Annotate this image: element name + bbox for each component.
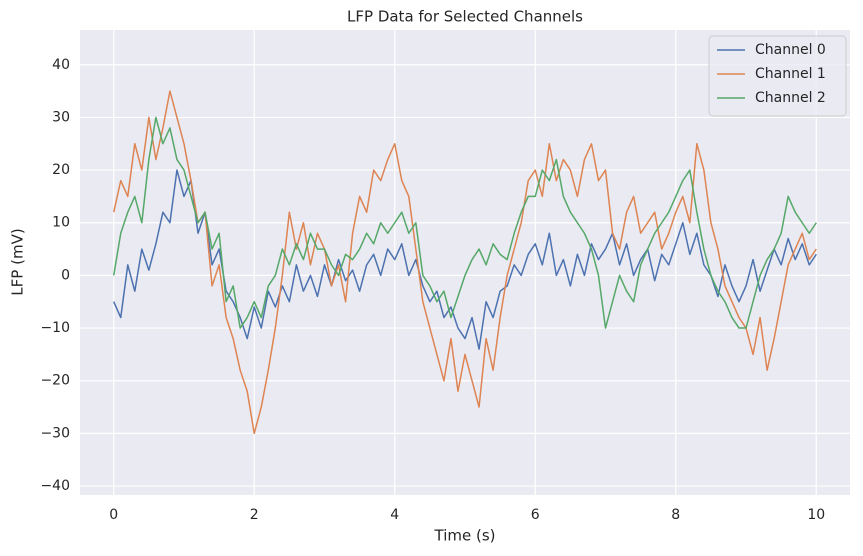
x-tick-label: 2 <box>250 507 259 523</box>
y-axis-label: LFP (mV) <box>9 228 27 295</box>
y-tick-label: −10 <box>40 320 70 336</box>
lines <box>112 90 817 435</box>
y-tick-label: 40 <box>52 57 70 73</box>
legend-label: Channel 1 <box>755 66 826 82</box>
legend: Channel 0 Channel 1 Channel 2 <box>708 35 847 117</box>
series-line <box>112 116 817 329</box>
chart-title: LFP Data for Selected Channels <box>347 8 583 26</box>
y-tick-label: 20 <box>52 162 70 178</box>
x-tick-label: 8 <box>671 507 680 523</box>
x-tick-label: 4 <box>390 507 399 523</box>
y-tick-label: 30 <box>52 109 70 125</box>
legend-box <box>708 35 847 117</box>
legend-label: Channel 0 <box>755 42 826 58</box>
x-tick-label: 10 <box>807 507 825 523</box>
series-line <box>112 90 817 435</box>
legend-label: Channel 2 <box>755 90 826 106</box>
y-tick-label: 0 <box>61 267 70 283</box>
series-line <box>113 169 817 350</box>
x-axis-label: Time (s) <box>434 527 496 545</box>
x-tick-label: 0 <box>109 507 118 523</box>
y-tick-label: −20 <box>40 373 70 389</box>
x-tick-label: 6 <box>531 507 540 523</box>
y-tick-label: −40 <box>40 478 70 494</box>
y-tick-label: −30 <box>40 425 70 441</box>
grid <box>80 30 850 495</box>
y-tick-label: 10 <box>52 215 70 231</box>
